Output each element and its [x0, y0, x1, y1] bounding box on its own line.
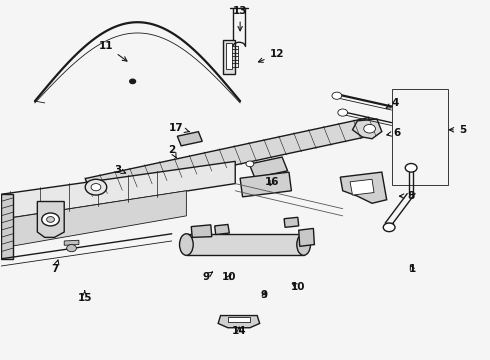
- Polygon shape: [218, 316, 260, 328]
- Text: 11: 11: [98, 41, 127, 61]
- Text: 14: 14: [232, 325, 246, 336]
- Circle shape: [47, 217, 54, 222]
- Text: 12: 12: [258, 49, 284, 62]
- Text: 1: 1: [409, 264, 416, 274]
- Text: 2: 2: [168, 144, 176, 158]
- Polygon shape: [37, 202, 64, 237]
- Polygon shape: [0, 194, 13, 259]
- Text: 17: 17: [169, 123, 190, 133]
- Circle shape: [405, 163, 417, 172]
- Text: 10: 10: [222, 272, 237, 282]
- Text: 15: 15: [77, 291, 92, 303]
- Text: 8: 8: [399, 191, 415, 201]
- Polygon shape: [350, 179, 374, 195]
- Ellipse shape: [179, 234, 193, 255]
- Circle shape: [67, 244, 76, 252]
- Circle shape: [332, 92, 342, 99]
- Polygon shape: [64, 240, 79, 245]
- Circle shape: [338, 109, 347, 116]
- Bar: [392, 89, 448, 185]
- Text: 5: 5: [449, 125, 466, 135]
- Polygon shape: [240, 172, 292, 197]
- Polygon shape: [228, 317, 250, 321]
- Polygon shape: [249, 157, 288, 178]
- Circle shape: [42, 213, 59, 226]
- Polygon shape: [186, 234, 304, 255]
- Polygon shape: [299, 228, 315, 246]
- Polygon shape: [352, 119, 382, 139]
- Circle shape: [130, 79, 136, 84]
- Circle shape: [246, 161, 254, 167]
- Circle shape: [91, 184, 101, 191]
- Ellipse shape: [297, 234, 311, 255]
- Circle shape: [85, 179, 107, 195]
- Text: 16: 16: [265, 177, 279, 187]
- Polygon shape: [0, 161, 235, 220]
- Circle shape: [383, 223, 395, 231]
- Polygon shape: [340, 172, 387, 203]
- Text: 10: 10: [291, 282, 305, 292]
- Circle shape: [364, 125, 375, 133]
- Polygon shape: [223, 40, 235, 74]
- Text: 9: 9: [202, 272, 213, 282]
- Text: 9: 9: [261, 290, 268, 300]
- Polygon shape: [215, 225, 229, 234]
- Polygon shape: [284, 217, 299, 227]
- Polygon shape: [0, 191, 186, 248]
- Text: 7: 7: [52, 260, 59, 274]
- Text: 13: 13: [233, 6, 247, 31]
- Text: 6: 6: [387, 128, 401, 138]
- Polygon shape: [85, 118, 375, 196]
- Polygon shape: [191, 225, 212, 237]
- Polygon shape: [177, 132, 202, 146]
- Text: 4: 4: [386, 98, 399, 108]
- Text: 3: 3: [114, 165, 125, 175]
- Polygon shape: [226, 43, 232, 69]
